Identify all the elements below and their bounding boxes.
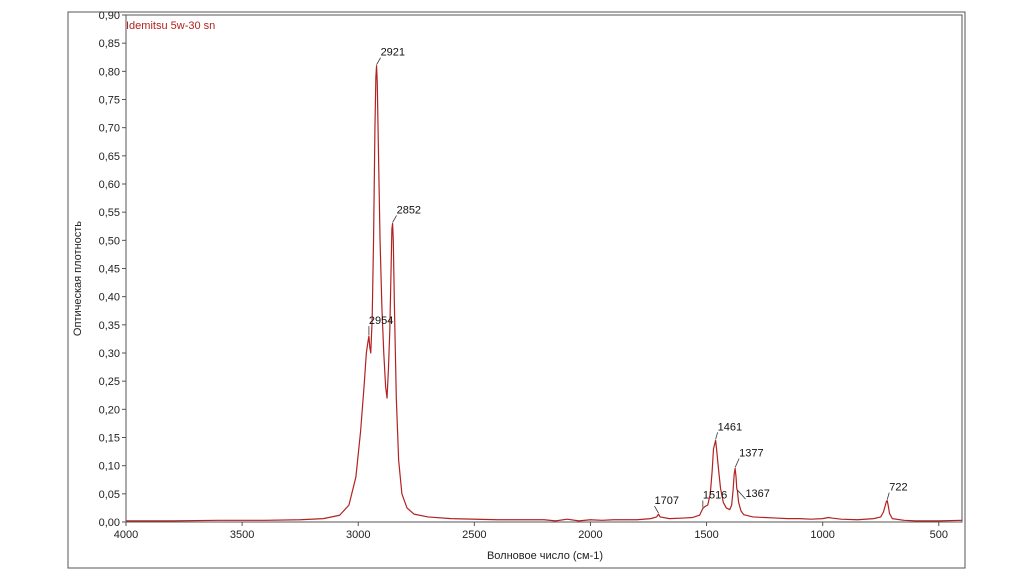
peak-label: 1707 [654, 495, 678, 507]
y-tick-label: 0,05 [99, 489, 120, 501]
peak-leader-line [734, 458, 740, 468]
y-tick-label: 0,60 [99, 179, 120, 191]
x-tick-label: 3500 [230, 529, 254, 541]
peak-label: 722 [889, 482, 907, 494]
y-tick-label: 0,80 [99, 66, 120, 78]
peak-leader-line [392, 215, 397, 223]
peak-leader-line [376, 57, 381, 65]
y-tick-label: 0,75 [99, 95, 120, 107]
peak-leader-line [886, 492, 890, 500]
plot-frame [125, 14, 963, 523]
y-tick-label: 0,70 [99, 123, 120, 135]
y-tick-label: 0,15 [99, 433, 120, 445]
peak-leader-line [715, 432, 718, 440]
x-axis: 4000 3500 3000 2500 2000 1500 1000 500 [114, 522, 948, 541]
legend-entry: Idemitsu 5w-30 sn [126, 20, 215, 32]
plot-area [125, 14, 963, 523]
peak-leader-line [654, 505, 659, 514]
peak-label: 1377 [739, 447, 763, 459]
y-tick-label: 0,90 [99, 10, 120, 22]
y-tick-label: 0,55 [99, 207, 120, 219]
peak-label: 1516 [703, 489, 727, 501]
y-tick-label: 0,40 [99, 292, 120, 304]
peak-label: 1461 [718, 421, 742, 433]
y-tick-label: 0,25 [99, 376, 120, 388]
y-tick-label: 0,65 [99, 151, 120, 163]
peak-label: 2852 [397, 204, 421, 216]
x-tick-label: 1500 [694, 529, 718, 541]
peak-label: 2921 [381, 47, 405, 59]
y-tick-label: 0,30 [99, 348, 120, 360]
y-tick-label: 0,85 [99, 38, 120, 50]
series-group [126, 65, 963, 522]
y-tick-label: 0,20 [99, 404, 120, 416]
chart-outer-border [67, 11, 966, 569]
x-tick-label: 4000 [114, 529, 138, 541]
x-tick-label: 2000 [578, 529, 602, 541]
x-tick-label: 3000 [346, 529, 370, 541]
x-tick-label: 500 [930, 529, 948, 541]
y-tick-label: 0,50 [99, 235, 120, 247]
x-tick-label: 2500 [462, 529, 486, 541]
y-axis-title: Оптическая плотность [72, 221, 84, 336]
y-tick-label: 0,00 [99, 517, 120, 529]
y-tick-label: 0,45 [99, 264, 120, 276]
x-tick-label: 1000 [810, 529, 834, 541]
y-tick-label: 0,35 [99, 320, 120, 332]
y-axis: 0,00 0,05 0,10 0,15 0,20 0,25 0,30 0,35 0,40 0,45… [99, 10, 126, 529]
peak-label: 2954 [369, 315, 393, 327]
peak-leader-line [737, 489, 746, 500]
peak-annotations: 2921 2852 2954 1461 1377 1367 1516 1707 722 [368, 47, 908, 514]
y-tick-label: 0,10 [99, 461, 120, 473]
x-axis-title: Волновое число (см-1) [487, 550, 603, 562]
series-line-0 [126, 65, 963, 522]
peak-label: 1367 [745, 488, 769, 500]
